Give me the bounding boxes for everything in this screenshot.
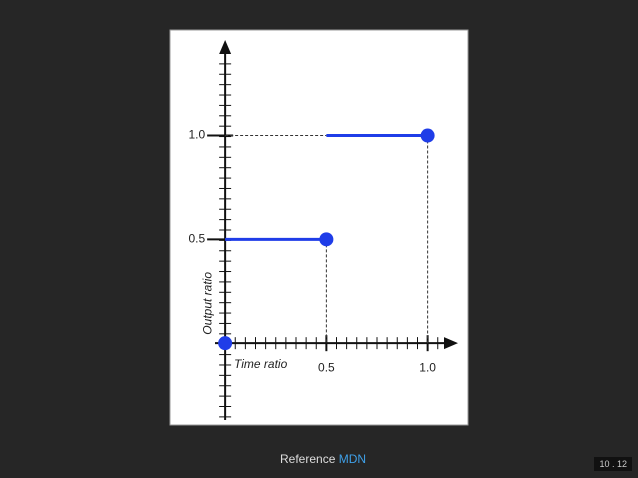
point bbox=[319, 232, 334, 247]
x-axis-arrow bbox=[444, 337, 458, 350]
x-axis-label: Time ratio bbox=[234, 357, 288, 371]
slide-number: 10 . 12 bbox=[594, 457, 632, 471]
point bbox=[420, 128, 435, 143]
footer: Reference MDN bbox=[280, 452, 366, 466]
point bbox=[218, 336, 233, 351]
figure-background bbox=[169, 29, 469, 426]
y-axis-arrow bbox=[219, 40, 232, 54]
y-tick-label: 1.0 bbox=[188, 128, 205, 142]
footer-text: Reference bbox=[280, 452, 336, 466]
y-tick-label: 0.5 bbox=[188, 232, 205, 246]
y-axis-label: Output ratio bbox=[200, 272, 214, 335]
chart: Time ratio Output ratio 0.5 1.0 0.5 1.0 bbox=[169, 29, 469, 426]
footer-link[interactable]: MDN bbox=[338, 452, 367, 466]
x-tick-label: 0.5 bbox=[318, 360, 335, 374]
x-tick-label: 1.0 bbox=[419, 360, 436, 374]
